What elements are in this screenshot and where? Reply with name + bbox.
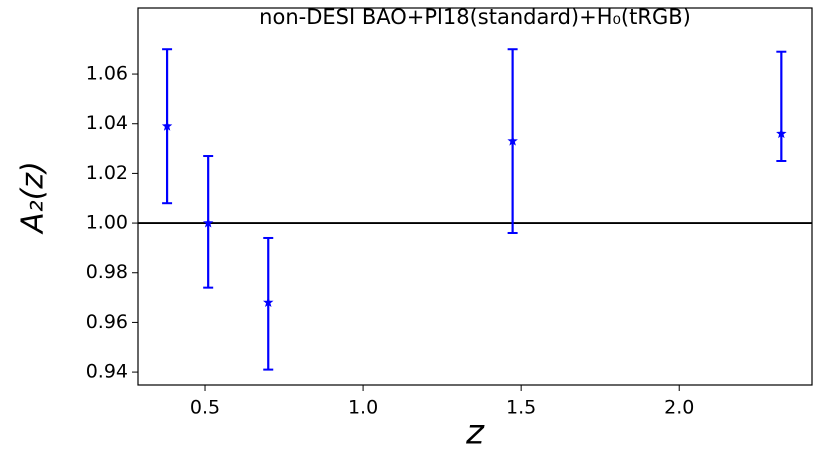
- y-tick-label: 1.06: [86, 63, 128, 85]
- point: [776, 128, 787, 139]
- y-tick-label: 1.02: [86, 162, 128, 184]
- x-tick-label: 0.5: [190, 397, 220, 419]
- y-tick-label: 0.96: [86, 311, 128, 333]
- point: [203, 217, 214, 228]
- point: [161, 120, 173, 131]
- chart-title: non-DESI BAO+Pl18(standard)+H₀(tRGB): [259, 5, 691, 29]
- x-axis-label: z: [465, 413, 485, 453]
- point: [263, 297, 274, 307]
- y-tick-label: 1.00: [86, 212, 128, 234]
- point: [507, 135, 518, 146]
- y-tick-label: 1.04: [86, 112, 128, 134]
- y-axis-label: A₂(z): [16, 161, 51, 235]
- x-tick-label: 2.0: [664, 397, 694, 419]
- y-tick-label: 0.98: [86, 261, 128, 283]
- x-tick-label: 1.0: [348, 397, 378, 419]
- x-tick-label: 1.5: [506, 397, 536, 419]
- y-tick-label: 0.94: [86, 361, 128, 383]
- plot-frame: [137, 7, 813, 386]
